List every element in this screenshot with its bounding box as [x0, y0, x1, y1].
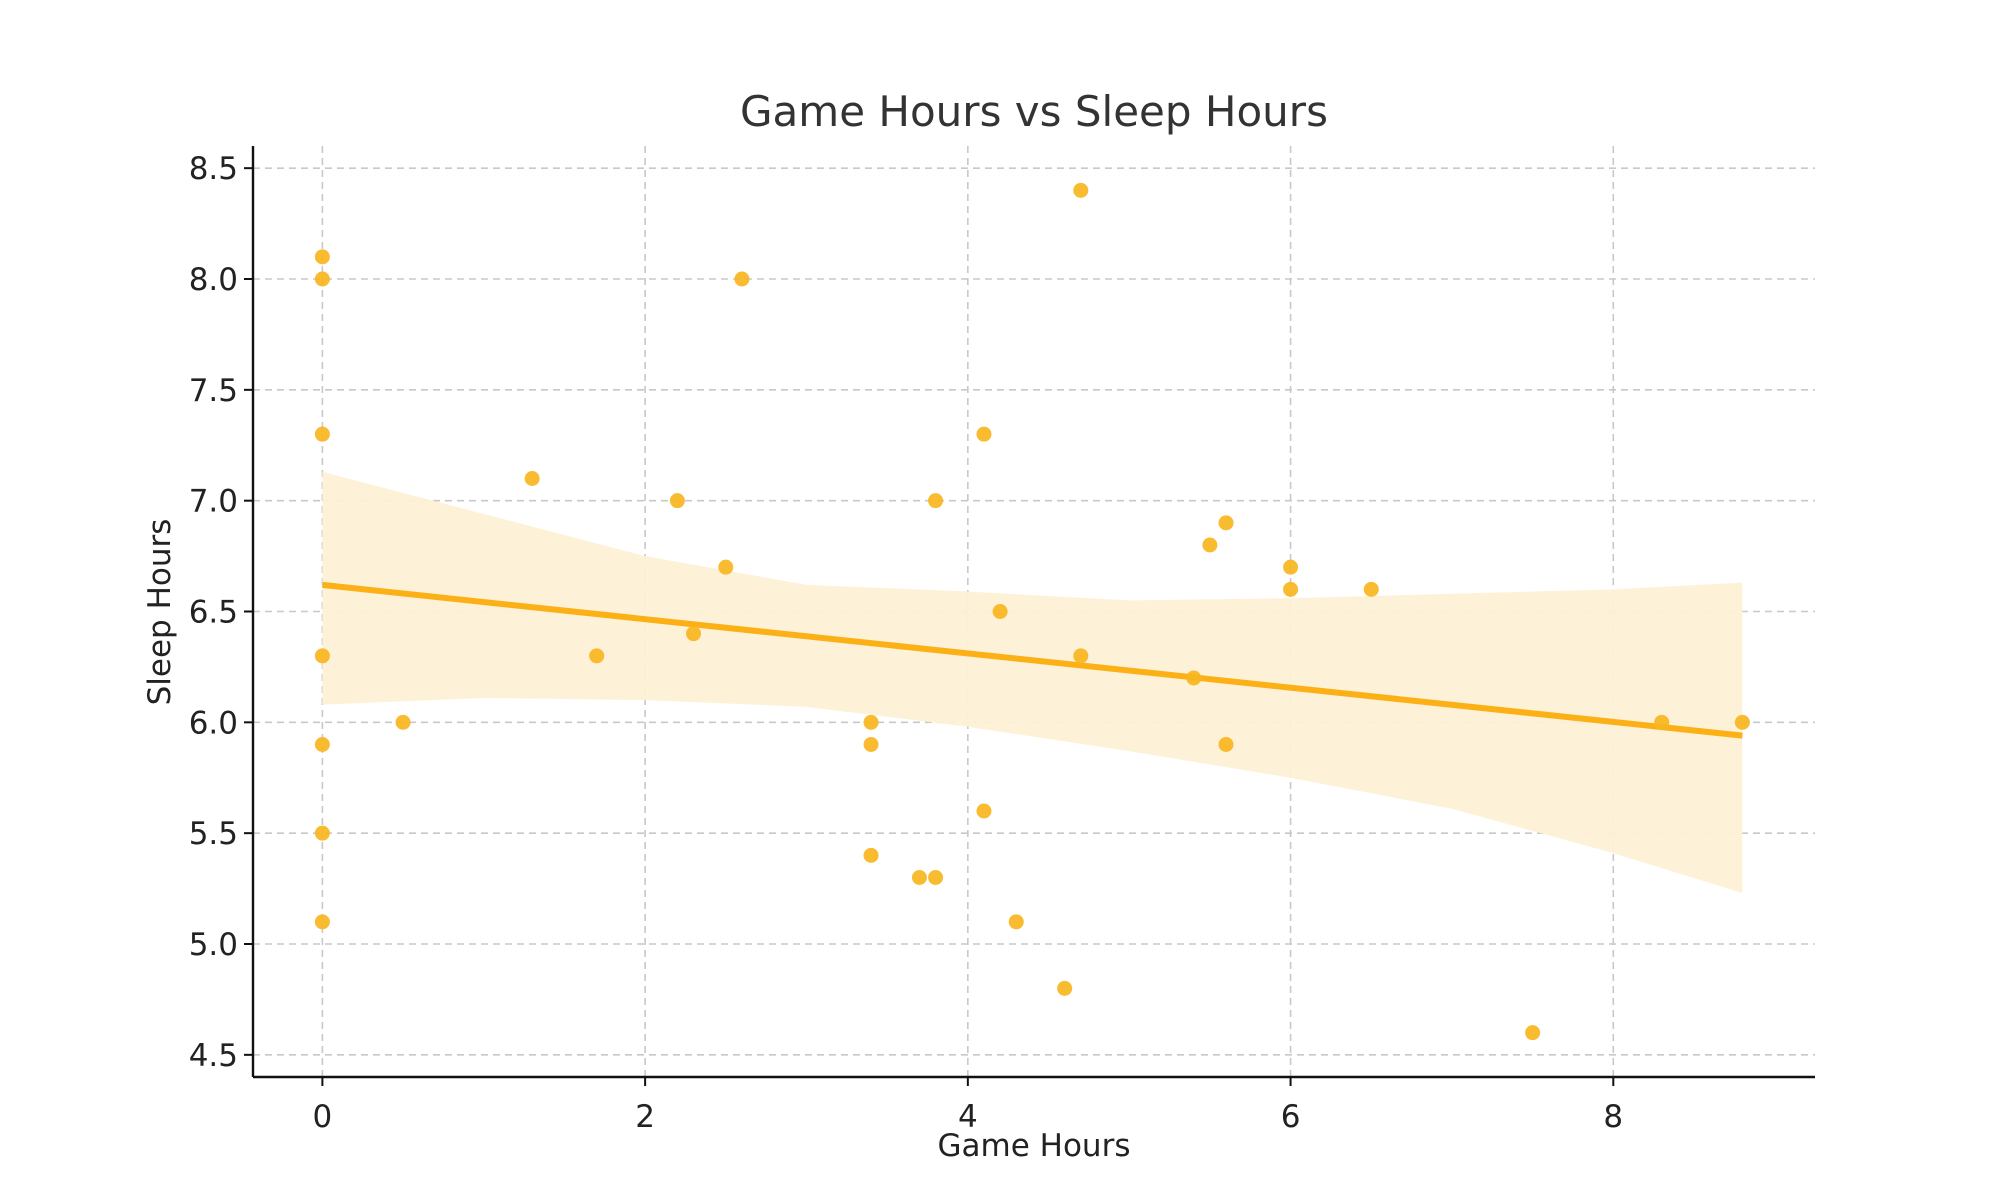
data-point [314, 426, 330, 442]
data-point [1073, 182, 1089, 198]
y-axis-label: Sleep Hours [142, 519, 178, 706]
data-point [928, 493, 944, 509]
data-point [314, 648, 330, 664]
data-point [1218, 515, 1234, 531]
data-point [863, 847, 879, 863]
data-point [686, 626, 702, 642]
data-point [863, 714, 879, 730]
x-tick-label: 4 [958, 1099, 978, 1135]
data-point [1057, 980, 1073, 996]
y-tick-label: 5.0 [189, 927, 238, 963]
y-tick-label: 7.5 [189, 373, 238, 409]
data-point [718, 559, 734, 575]
y-tick-label: 8.5 [189, 151, 238, 187]
data-point [314, 249, 330, 265]
x-axis-label: Game Hours [938, 1128, 1131, 1164]
x-tick-label: 8 [1603, 1099, 1623, 1135]
x-tick-label: 0 [313, 1099, 333, 1135]
data-points [314, 182, 1750, 1041]
data-point [734, 271, 750, 287]
data-point [1283, 559, 1299, 575]
data-point [1734, 714, 1750, 730]
data-point [314, 271, 330, 287]
y-tick-label: 5.5 [189, 816, 238, 852]
data-point [911, 870, 927, 885]
data-point [1073, 648, 1089, 664]
data-point [395, 714, 411, 730]
data-point [1008, 914, 1024, 930]
x-tick-label: 6 [1281, 1099, 1301, 1135]
data-point [314, 825, 330, 841]
data-point [928, 870, 944, 885]
regression-line-layer [322, 581, 1743, 739]
regression-line [322, 581, 1743, 739]
y-tick-label: 8.0 [189, 262, 238, 298]
y-tick-label: 6.5 [189, 595, 238, 631]
data-point [863, 737, 879, 752]
data-point [1218, 737, 1234, 752]
data-point [314, 737, 330, 752]
data-point [1202, 537, 1218, 553]
confidence-band-layer [322, 471, 1743, 894]
data-point [1525, 1025, 1541, 1041]
confidence-band [322, 471, 1743, 894]
data-point [314, 914, 330, 930]
data-point [589, 648, 605, 664]
data-point [669, 493, 685, 509]
data-point [976, 803, 992, 819]
data-point [1283, 581, 1299, 597]
data-point [1654, 714, 1670, 730]
data-point [1363, 581, 1379, 597]
tick-labels: 0 2 4 6 8 4.5 5.0 5.5 6.0 6.5 7.0 7.5 8.0 8.5 [189, 151, 1623, 1135]
data-point [992, 604, 1008, 619]
data-point [976, 426, 992, 442]
y-tick-label: 4.5 [189, 1038, 238, 1074]
y-tick-label: 6.0 [189, 705, 238, 741]
data-point [524, 471, 540, 486]
data-point [1186, 670, 1202, 686]
axes [244, 146, 1815, 1086]
x-tick-label: 2 [635, 1099, 655, 1135]
chart-title: Game Hours vs Sleep Hours [740, 87, 1328, 136]
y-tick-label: 7.0 [189, 484, 238, 520]
